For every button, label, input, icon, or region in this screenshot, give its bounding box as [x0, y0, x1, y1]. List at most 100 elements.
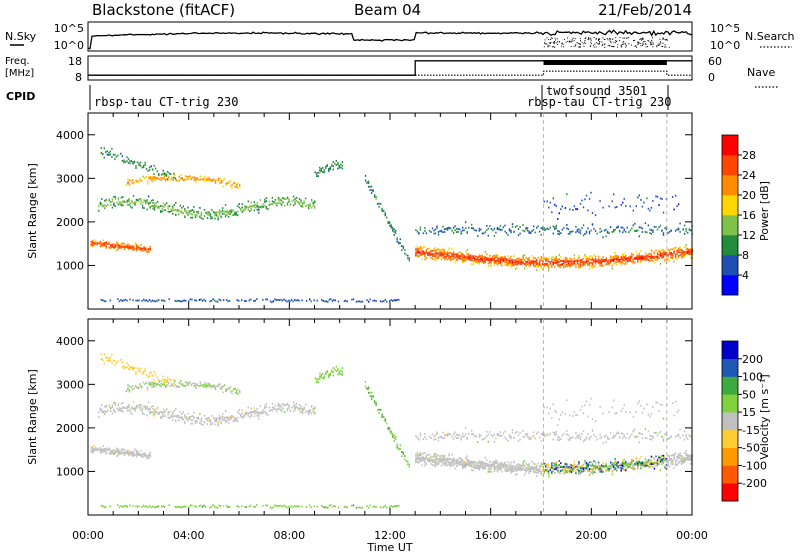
nsearch-point: [573, 40, 575, 42]
power-cell: [593, 227, 595, 230]
power-cell: [561, 228, 563, 231]
power-cell: [135, 248, 138, 250]
power-cell: [567, 264, 570, 267]
velocity-cell: [206, 419, 209, 422]
power-cell: [540, 227, 542, 229]
power-cell: [546, 227, 548, 230]
power-cell: [685, 251, 687, 253]
power-cell: [629, 229, 631, 232]
power-cell: [493, 254, 496, 257]
power-cell: [683, 253, 686, 256]
power-cell: [652, 257, 654, 259]
power-cell: [536, 262, 538, 265]
power-cell: [578, 228, 580, 231]
nsearch-point: [619, 39, 620, 41]
power-cell: [499, 259, 502, 262]
power-cell: [367, 185, 370, 188]
power-cell: [475, 261, 477, 263]
nsky-label: N.Sky: [5, 30, 37, 43]
power-cell: [209, 215, 212, 217]
velocity-cell: [635, 461, 637, 464]
power-cell: [508, 229, 511, 232]
power-cell: [667, 248, 669, 251]
velocity-cell: [471, 462, 473, 464]
power-cell: [102, 239, 104, 241]
power-cell: [130, 160, 133, 163]
power-cell: [478, 262, 480, 265]
power-cell: [585, 230, 588, 233]
power-cell: [213, 299, 216, 302]
power-cell: [147, 203, 150, 206]
power-cell: [523, 267, 526, 270]
power-cell: [256, 205, 258, 208]
velocity-cell: [588, 464, 591, 466]
power-cbar-tick-label: 8: [742, 249, 749, 262]
power-cell: [280, 202, 283, 205]
power-cell: [234, 181, 236, 184]
power-cell: [613, 193, 615, 196]
power-cell: [581, 264, 583, 267]
power-cell: [226, 210, 228, 212]
velocity-cell: [114, 452, 117, 455]
power-cell: [117, 197, 120, 199]
power-cell: [256, 298, 258, 300]
power-cell: [250, 205, 252, 207]
velocity-cell: [454, 462, 456, 465]
power-cell: [445, 228, 447, 230]
velocity-cell: [597, 461, 600, 464]
power-cell: [357, 300, 359, 303]
velocity-cell: [111, 451, 114, 454]
power-cell: [427, 252, 429, 255]
power-cell: [314, 206, 316, 209]
power-cell: [416, 245, 419, 248]
power-cell: [271, 301, 273, 304]
power-cell: [109, 299, 111, 302]
power-cell: [337, 300, 340, 303]
power-cell: [270, 203, 272, 205]
power-cell: [670, 256, 672, 259]
velocity-cell: [195, 383, 197, 386]
power-cell: [300, 201, 302, 204]
nsky-series: [87, 29, 693, 50]
velocity-cell: [264, 404, 266, 407]
power-cell: [235, 213, 237, 216]
velocity-cell: [165, 386, 167, 389]
velocity-cell: [622, 464, 624, 466]
velocity-cell: [203, 414, 206, 417]
velocity-cell: [495, 462, 497, 465]
velocity-cell: [128, 403, 130, 406]
power-cell: [673, 251, 675, 254]
power-cell: [378, 202, 380, 205]
power-cell: [122, 201, 124, 203]
velocity-cell: [102, 445, 104, 447]
velocity-cell: [573, 460, 576, 463]
power-cell: [103, 147, 105, 150]
power-cell: [471, 256, 473, 258]
power-cell: [274, 298, 276, 301]
nsearch-point: [661, 45, 663, 47]
power-cell: [484, 250, 486, 253]
power-cell: [276, 204, 278, 207]
velocity-cell: [516, 466, 518, 469]
power-cell: [277, 299, 279, 301]
velocity-cell: [219, 383, 221, 386]
velocity-cell: [468, 464, 470, 466]
power-cell: [557, 261, 559, 264]
velocity-cell: [451, 461, 453, 464]
power-cell: [286, 196, 289, 199]
power-cell: [680, 256, 683, 258]
velocity-cell: [208, 417, 210, 420]
velocity-cell: [605, 465, 607, 468]
power-cell: [99, 245, 101, 248]
velocity-cell: [259, 412, 261, 414]
power-cell: [153, 208, 156, 211]
power-cell: [676, 228, 678, 231]
power-cell: [314, 205, 316, 208]
cpid-label: CPID: [6, 90, 35, 103]
velocity-cell: [534, 471, 536, 474]
power-cell: [617, 258, 619, 261]
velocity-cell: [173, 415, 175, 418]
power-cell: [606, 230, 609, 233]
velocity-cell: [152, 385, 155, 388]
velocity-cell: [128, 389, 131, 392]
